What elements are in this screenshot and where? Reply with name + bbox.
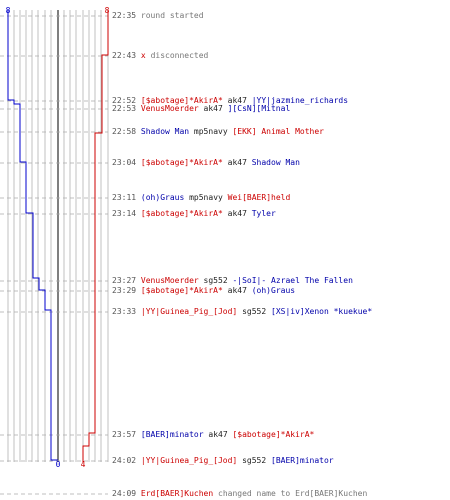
event-time: 23:29: [112, 286, 137, 295]
event-time: 23:11: [112, 193, 137, 202]
event-text: disconnected: [150, 51, 209, 60]
killer-name: [BAER]minator: [140, 430, 204, 439]
blue-start-label: 8: [6, 6, 11, 15]
event-row: 24:02 |YY|Guinea_Pig_[Jod] sg552 [BAER]m…: [112, 456, 334, 466]
event-row: 22:43 x disconnected: [112, 51, 208, 61]
weapon-name: sg552: [203, 276, 228, 285]
killer-name: Shadow Man: [140, 127, 190, 136]
weapon-name: ak47: [227, 158, 247, 167]
weapon-name: ak47: [227, 286, 247, 295]
red-end-label: 4: [81, 460, 86, 469]
weapon-name: ak47: [227, 96, 247, 105]
killer-name: [$abotage]*AkirA*: [140, 286, 223, 295]
disconnect-icon: x: [140, 51, 146, 60]
victim-name: Tyler: [251, 209, 276, 218]
killer-name: VenusMoerder: [140, 276, 199, 285]
victim-name: [EKK] Animal Mother: [232, 127, 324, 136]
event-time: 24:09: [112, 489, 137, 498]
event-row: 22:35 round started: [112, 11, 204, 21]
event-time: 23:33: [112, 307, 137, 316]
player-name: Erd[BAER]Kuchen: [140, 489, 214, 498]
weapon-name: ak47: [227, 209, 247, 218]
event-row: 23:27 VenusMoerder sg552 -|SoI|- Azrael …: [112, 276, 353, 286]
killer-name: [$abotage]*AkirA*: [140, 96, 223, 105]
victim-name: Shadow Man: [251, 158, 300, 167]
killer-name: |YY|Guinea_Pig_[Jod]: [140, 307, 238, 316]
victim-name: (oh)Graus: [251, 286, 296, 295]
event-time: 22:53: [112, 104, 137, 113]
victim-name: |YY|jazmine_richards: [251, 96, 349, 105]
victim-name: [$abotage]*AkirA*: [232, 430, 315, 439]
event-time: 22:43: [112, 51, 137, 60]
victim-name: Wei[BAER]held: [227, 193, 291, 202]
weapon-name: ak47: [203, 104, 223, 113]
event-row: 23:29 [$abotage]*AkirA* ak47 (oh)Graus: [112, 286, 295, 296]
event-time: 24:02: [112, 456, 137, 465]
blue-end-label: 0: [56, 460, 61, 469]
killer-name: |YY|Guinea_Pig_[Jod]: [140, 456, 238, 465]
event-row: 23:14 [$abotage]*AkirA* ak47 Tyler: [112, 209, 276, 219]
event-row: 23:04 [$abotage]*AkirA* ak47 Shadow Man: [112, 158, 300, 168]
victim-name: [XS|iv]Xenon *kuekue*: [271, 307, 373, 316]
event-row: 22:53 VenusMoerder ak47 ][CsN][Mitnal: [112, 104, 290, 114]
event-time: 23:27: [112, 276, 137, 285]
event-row: 23:33 |YY|Guinea_Pig_[Jod] sg552 [XS|iv]…: [112, 307, 372, 317]
killer-name: [$abotage]*AkirA*: [140, 158, 223, 167]
event-row: 22:52 [$abotage]*AkirA* ak47 |YY|jazmine…: [112, 96, 348, 106]
weapon-name: sg552: [242, 307, 267, 316]
event-row: 23:11 (oh)Graus mp5navy Wei[BAER]held: [112, 193, 290, 203]
event-time: 23:14: [112, 209, 137, 218]
event-row-lines: [0, 15, 108, 495]
event-row: 22:58 Shadow Man mp5navy [EKK] Animal Mo…: [112, 127, 324, 137]
gridlines: [7, 10, 109, 462]
event-row: 24:09 Erd[BAER]Kuchen changed name to Er…: [112, 489, 367, 499]
event-time: 22:58: [112, 127, 137, 136]
event-text: round started: [140, 11, 204, 20]
event-text: changed name to Erd[BAER]Kuchen: [218, 489, 368, 498]
victim-name: -|SoI|- Azrael The Fallen: [232, 276, 353, 285]
event-time: 22:52: [112, 96, 137, 105]
victim-name: ][CsN][Mitnal: [227, 104, 291, 113]
red-team-score-line: [82, 10, 109, 462]
weapon-name: mp5navy: [193, 127, 228, 136]
red-start-label: 8: [105, 6, 110, 15]
event-row: 23:57 [BAER]minator ak47 [$abotage]*Akir…: [112, 430, 314, 440]
event-time: 23:04: [112, 158, 137, 167]
blue-team-score-line: [7, 10, 58, 461]
victim-name: [BAER]minator: [271, 456, 334, 465]
weapon-name: sg552: [242, 456, 267, 465]
killer-name: VenusMoerder: [140, 104, 199, 113]
weapon-name: ak47: [208, 430, 228, 439]
weapon-name: mp5navy: [189, 193, 223, 202]
event-time: 22:35: [112, 11, 137, 20]
killer-name: (oh)Graus: [140, 193, 185, 202]
event-time: 23:57: [112, 430, 137, 439]
killer-name: [$abotage]*AkirA*: [140, 209, 223, 218]
